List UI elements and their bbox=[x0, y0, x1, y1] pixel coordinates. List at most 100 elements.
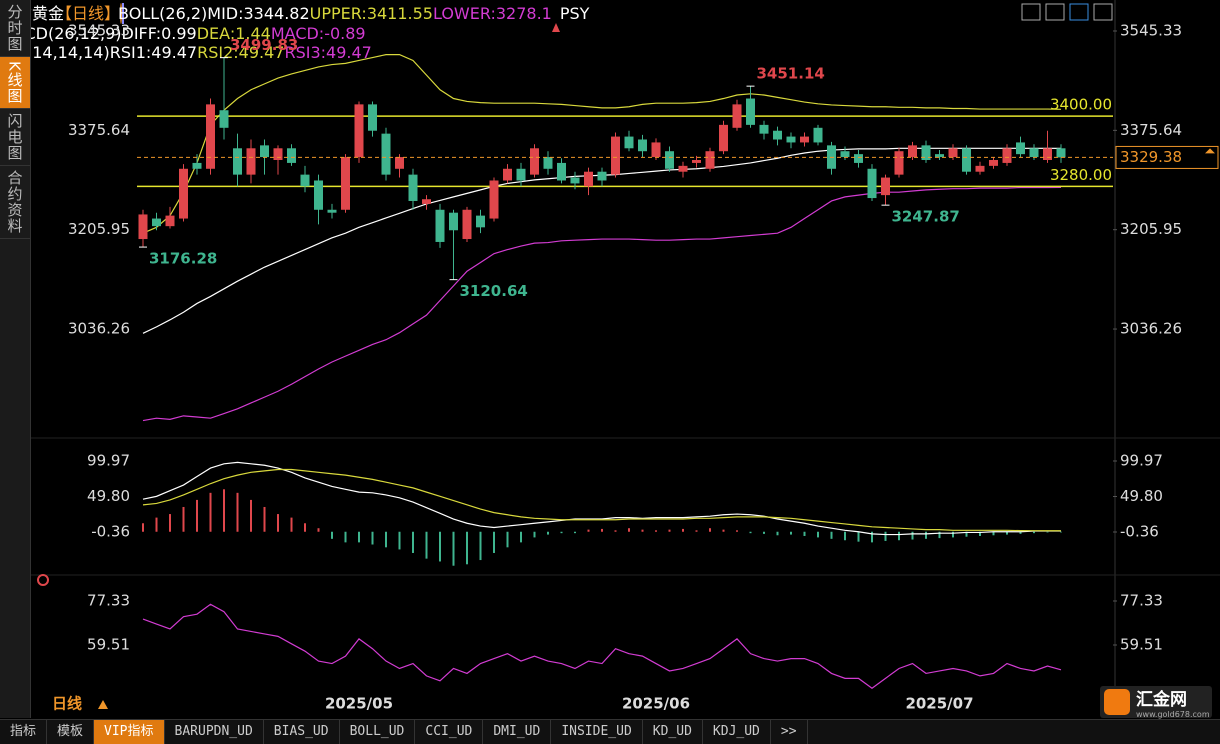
logo-name: 汇金网 bbox=[1136, 690, 1187, 710]
icon[interactable] bbox=[1045, 3, 1065, 21]
y-tick-label: 3375.64 bbox=[1120, 121, 1182, 139]
candle-body bbox=[678, 165, 688, 172]
candle-body bbox=[152, 218, 161, 227]
logo-text: 汇金网 www.gold678.com bbox=[1136, 685, 1210, 719]
candle-body bbox=[1002, 148, 1012, 163]
legend-name: DEA: bbox=[196, 24, 236, 43]
y-tick-label: 3036.26 bbox=[1120, 320, 1182, 338]
period-label[interactable]: 日线 bbox=[52, 695, 82, 713]
legend-value: 3278.1 bbox=[495, 4, 552, 23]
icon[interactable] bbox=[1093, 3, 1113, 21]
legend-value: 49.47 bbox=[151, 43, 198, 62]
legend-name: MACD: bbox=[270, 24, 325, 43]
sidebar-item[interactable]: 合约资料 bbox=[0, 166, 30, 239]
y-tick-label: 3036.26 bbox=[68, 320, 130, 338]
sidebar-item[interactable]: K线图 bbox=[0, 57, 30, 109]
extreme-label: 3247.87 bbox=[892, 208, 960, 226]
candle-body bbox=[462, 209, 472, 240]
legend-item: UPPER:3411.55 bbox=[310, 4, 433, 23]
legend-item: RSI2:49.47 bbox=[197, 43, 284, 62]
tab[interactable]: BOLL_UD bbox=[340, 720, 416, 744]
candle-body bbox=[557, 162, 566, 181]
candle-body bbox=[1056, 148, 1066, 158]
tab[interactable]: 模板 bbox=[47, 720, 95, 744]
tab[interactable]: DMI_UD bbox=[483, 720, 552, 744]
candle-body bbox=[651, 142, 661, 158]
candle-body bbox=[435, 209, 445, 242]
candle-body bbox=[975, 165, 985, 172]
tab[interactable]: 指标 bbox=[0, 720, 48, 744]
candle-body bbox=[840, 151, 850, 158]
period-arrow[interactable] bbox=[98, 700, 108, 709]
candle-body bbox=[921, 145, 931, 160]
extreme-label: 3176.28 bbox=[149, 250, 217, 268]
last-price-arrow bbox=[1205, 148, 1215, 154]
tab[interactable]: BIAS_UD bbox=[264, 720, 340, 744]
y-tick-label: 99.97 bbox=[87, 452, 130, 470]
tab[interactable]: >> bbox=[771, 720, 808, 744]
legend-value: 49.47 bbox=[238, 43, 285, 62]
tab[interactable]: KDJ_UD bbox=[703, 720, 771, 744]
tab[interactable]: VIP指标 bbox=[94, 720, 165, 744]
extreme-label: 3451.14 bbox=[757, 65, 825, 83]
candle-body bbox=[395, 157, 404, 169]
y-tick-label: 3545.33 bbox=[1120, 21, 1182, 39]
legend-name: MID: bbox=[207, 4, 244, 23]
x-tick-label: 2025/07 bbox=[905, 695, 973, 713]
indicator-line bbox=[142, 461, 1062, 536]
candle-body bbox=[530, 148, 539, 175]
y-tick-label: 3375.64 bbox=[68, 121, 130, 139]
y-tick-label: 77.33 bbox=[87, 592, 130, 610]
candle-body bbox=[962, 148, 971, 172]
candle-body bbox=[692, 159, 701, 163]
y-tick-label: 59.51 bbox=[87, 635, 130, 653]
legend-name: UPPER: bbox=[309, 4, 367, 23]
candle-body bbox=[597, 171, 607, 181]
sidebar-item[interactable]: 闪电图 bbox=[0, 109, 30, 166]
x-tick-label: 2025/06 bbox=[622, 695, 690, 713]
candle-body bbox=[624, 136, 634, 149]
legend-value: 49.47 bbox=[326, 43, 372, 62]
indicator-name: BOLL(26,2) bbox=[118, 4, 208, 23]
candle-body bbox=[813, 127, 823, 143]
tab[interactable]: BARUPDN_UD bbox=[165, 720, 264, 744]
logo-icon bbox=[1104, 689, 1130, 715]
candle-body bbox=[246, 148, 256, 175]
y-tick-label: 99.97 bbox=[1120, 452, 1163, 470]
legend-name: RSI1: bbox=[109, 43, 152, 62]
legend-item: RSI1:49.47 bbox=[110, 43, 197, 62]
candle-body bbox=[449, 212, 458, 231]
tab[interactable]: INSIDE_UD bbox=[551, 720, 643, 744]
candle-body bbox=[894, 151, 904, 175]
candle-body bbox=[773, 130, 782, 140]
extreme-label: 3120.64 bbox=[460, 282, 528, 300]
candle-body bbox=[476, 215, 485, 228]
sidebar-item[interactable]: 分时图 bbox=[0, 0, 30, 57]
tab[interactable]: KD_UD bbox=[643, 720, 703, 744]
legend: 现货黄金【日线】BOLL(26,2)MID:3344.82UPPER:3411.… bbox=[0, 0, 1220, 32]
candle-body bbox=[786, 136, 796, 143]
candle-body bbox=[233, 148, 242, 175]
legend-item: LOWER:3278.1 bbox=[433, 4, 552, 23]
indicator-line bbox=[142, 603, 1062, 689]
candle-body bbox=[854, 154, 863, 163]
legend-value: 3411.55 bbox=[366, 4, 433, 23]
candle-body bbox=[516, 168, 526, 181]
candle-body bbox=[611, 136, 620, 175]
icon[interactable] bbox=[1021, 3, 1041, 21]
legend-value: 3344.82 bbox=[243, 4, 310, 23]
candle-body bbox=[570, 177, 580, 184]
y-tick-label: 49.80 bbox=[1120, 487, 1163, 505]
candle-body bbox=[327, 209, 337, 213]
candle-body bbox=[1043, 148, 1052, 160]
candle-body bbox=[219, 110, 229, 128]
candle-body bbox=[746, 98, 755, 125]
settings-icon[interactable] bbox=[37, 574, 49, 586]
tab[interactable]: CCI_UD bbox=[415, 720, 484, 744]
legend-name: DIFF: bbox=[121, 24, 162, 43]
legend-name: RSI2: bbox=[197, 43, 239, 62]
period-tag: 【日线】 bbox=[56, 4, 121, 23]
icon[interactable] bbox=[1069, 3, 1089, 21]
y-tick-label: 59.51 bbox=[1120, 635, 1163, 653]
